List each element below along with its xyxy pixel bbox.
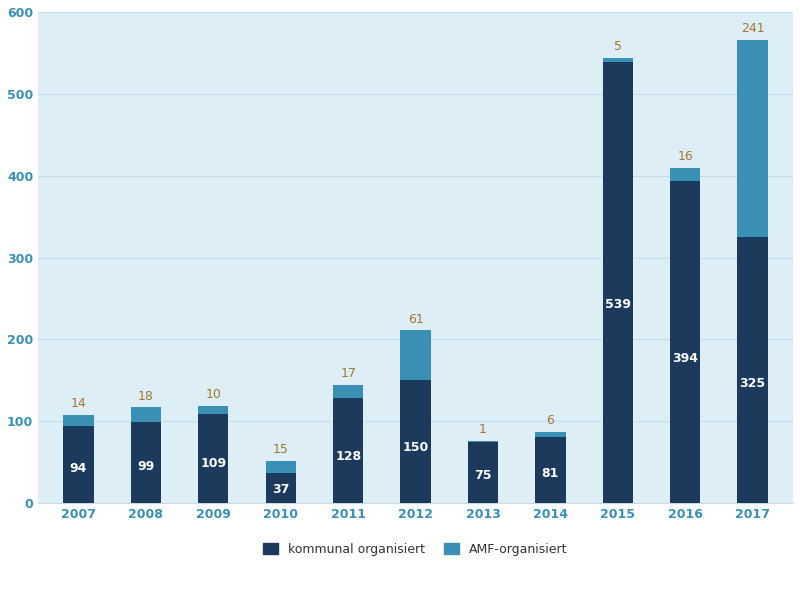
Bar: [738, 40, 768, 237]
Text: 99: 99: [138, 460, 154, 473]
Bar: [333, 398, 363, 503]
Text: 1: 1: [479, 423, 487, 436]
Bar: [266, 461, 296, 473]
Bar: [333, 385, 363, 398]
Text: 150: 150: [402, 442, 429, 454]
Text: 15: 15: [273, 443, 289, 456]
Text: 109: 109: [200, 457, 226, 470]
Text: 75: 75: [474, 469, 492, 482]
Bar: [198, 414, 229, 503]
Text: 61: 61: [408, 313, 423, 326]
Text: 128: 128: [335, 449, 362, 463]
Text: 6: 6: [546, 414, 554, 427]
Bar: [63, 415, 94, 426]
Text: 539: 539: [605, 298, 630, 311]
Bar: [400, 331, 430, 380]
Bar: [535, 437, 566, 503]
Bar: [266, 473, 296, 503]
Text: 5: 5: [614, 40, 622, 53]
Bar: [468, 441, 498, 442]
Bar: [535, 432, 566, 437]
Bar: [670, 181, 700, 503]
Text: 18: 18: [138, 389, 154, 403]
Bar: [468, 442, 498, 503]
Bar: [738, 237, 768, 503]
Bar: [602, 58, 633, 62]
Text: 14: 14: [70, 397, 86, 410]
Bar: [602, 62, 633, 503]
Text: 17: 17: [340, 367, 356, 380]
Bar: [130, 407, 161, 422]
Text: 241: 241: [741, 22, 765, 35]
Text: 16: 16: [678, 149, 693, 163]
Bar: [130, 422, 161, 503]
Bar: [400, 380, 430, 503]
Text: 325: 325: [739, 377, 766, 390]
Text: 81: 81: [542, 467, 559, 480]
Text: 94: 94: [70, 462, 87, 475]
Bar: [198, 406, 229, 414]
Legend: kommunal organisiert, AMF-organisiert: kommunal organisiert, AMF-organisiert: [258, 538, 573, 561]
Bar: [670, 167, 700, 181]
Text: 10: 10: [206, 388, 222, 401]
Bar: [63, 426, 94, 503]
Text: 37: 37: [272, 483, 290, 496]
Text: 394: 394: [672, 352, 698, 365]
